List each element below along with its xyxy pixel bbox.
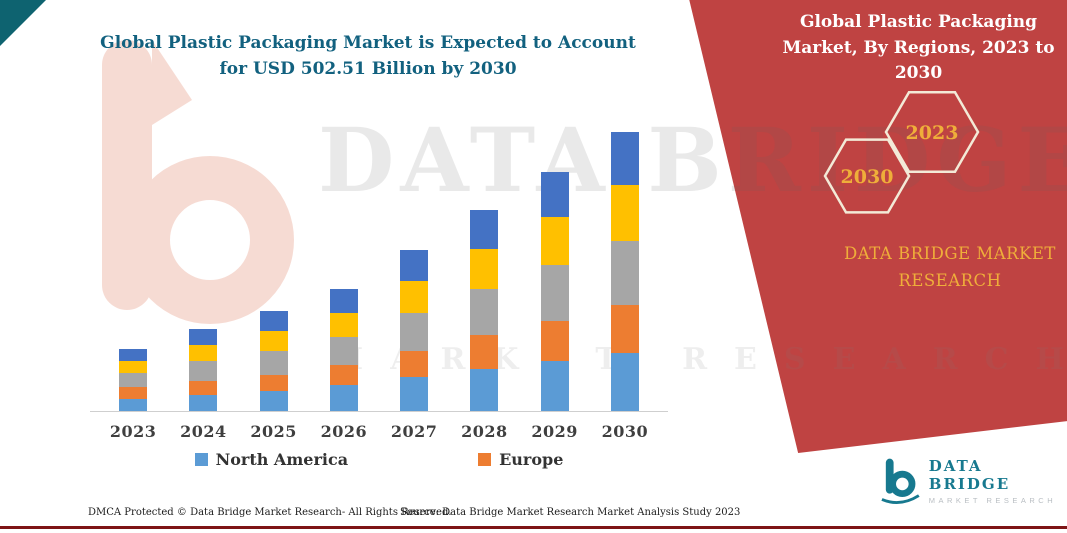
- hexagon-2030-label: 2030: [841, 166, 894, 188]
- x-axis-label: 2029: [531, 422, 578, 441]
- bar-segment: [470, 289, 499, 335]
- stacked-bar-2027: [400, 250, 429, 411]
- stacked-bar-2026: [329, 289, 358, 411]
- x-axis-label: 2024: [180, 422, 227, 441]
- bar-segment: [259, 391, 288, 411]
- bar-segment: [540, 172, 569, 217]
- stacked-bar-2023: [119, 349, 148, 411]
- bar-slot-2029: [520, 172, 590, 411]
- footer-logo: DATA BRIDGE MARKET RESEARCH: [880, 455, 1067, 507]
- bar-slot-2030: [590, 132, 660, 411]
- corner-accent-triangle: [0, 0, 46, 46]
- databridge-b-watermark-icon: [102, 40, 294, 324]
- bar-segment: [400, 313, 429, 351]
- bar-segment: [259, 331, 288, 351]
- chart-plot: [90, 118, 668, 412]
- bar-slot-2024: [168, 329, 238, 411]
- bar-segment: [119, 399, 148, 411]
- bottom-accent-line: [0, 526, 1067, 529]
- watermark-text-line2: MARKET RESEARCH: [330, 342, 1067, 377]
- bar-segment: [329, 385, 358, 411]
- bar-slot-2027: [379, 250, 449, 411]
- legend-swatch: [478, 453, 492, 466]
- bar-slot-2023: [98, 349, 168, 411]
- source-note: Source: Data Bridge Market Research Mark…: [400, 507, 741, 518]
- bar-segment: [119, 349, 148, 361]
- bar-segment: [189, 381, 218, 395]
- bar-segment: [470, 249, 499, 289]
- x-axis-label: 2028: [461, 422, 508, 441]
- bar-segment: [259, 311, 288, 331]
- hexagon-2030-outline: [823, 138, 911, 214]
- bar-segment: [610, 185, 639, 241]
- chart-title: Global Plastic Packaging Market is Expec…: [100, 33, 636, 80]
- bar-segment: [470, 335, 499, 369]
- panel-heading: Global Plastic Packaging Market, By Regi…: [782, 12, 1055, 83]
- bar-segment: [189, 345, 218, 361]
- bar-segment: [189, 395, 218, 411]
- bar-segment: [259, 375, 288, 391]
- x-axis-label: 2025: [250, 422, 297, 441]
- bar-segment: [329, 289, 358, 313]
- databridge-logo-icon: [881, 458, 920, 504]
- x-axis-label: 2026: [320, 422, 368, 441]
- bar-segment: [119, 373, 148, 387]
- legend-label: Europe: [499, 450, 564, 469]
- bar-segment: [400, 250, 429, 281]
- legend-item: North America: [194, 450, 349, 469]
- bar-segment: [189, 329, 218, 345]
- logo-title: DATA BRIDGE: [928, 457, 1011, 493]
- stacked-bar-2025: [259, 311, 288, 411]
- bar-segment: [470, 210, 499, 249]
- bar-segment: [610, 241, 639, 305]
- bar-segment: [400, 351, 429, 377]
- bar-segment: [540, 361, 569, 411]
- x-axis-label: 2027: [390, 422, 438, 441]
- hexagon-2023-outline: [884, 90, 980, 174]
- chart-x-labels: 2023 2024 2025 2026 2027 2028 2029 2030: [90, 422, 668, 441]
- bar-segment: [540, 321, 569, 361]
- x-axis-label: 2030: [601, 422, 649, 441]
- bar-slot-2028: [449, 210, 519, 411]
- bar-segment: [329, 365, 358, 385]
- bar-segment: [610, 132, 639, 185]
- bar-segment: [400, 377, 429, 411]
- bar-segment: [610, 353, 639, 411]
- logo-subtitle: MARKET RESEARCH: [928, 496, 1057, 505]
- legend-swatch: [194, 453, 208, 466]
- bar-segment: [329, 337, 358, 365]
- bar-segment: [540, 217, 569, 265]
- bar-slot-2026: [309, 289, 379, 411]
- brand-text: DATA BRIDGE MARKET RESEARCH: [844, 244, 1056, 291]
- bar-segment: [189, 361, 218, 381]
- chart-legend: North America Europe: [90, 450, 668, 469]
- stacked-bar-2029: [540, 172, 569, 411]
- year-hexagons: 2030 2023: [823, 90, 980, 214]
- bar-segment: [470, 369, 499, 411]
- stacked-bar-2024: [189, 329, 218, 411]
- bar-chart: 2023 2024 2025 2026 2027 2028 2029 2030 North A…: [90, 118, 668, 469]
- dmca-note: DMCA Protected © Data Bridge Market Rese…: [88, 507, 452, 518]
- stacked-bar-2030: [610, 132, 639, 411]
- bar-segment: [610, 305, 639, 353]
- legend-item: Europe: [478, 450, 563, 469]
- bar-segment: [540, 265, 569, 321]
- legend-label: North America: [215, 450, 349, 469]
- hexagon-2023-label: 2023: [906, 122, 959, 144]
- bar-slot-2025: [239, 311, 309, 411]
- bar-segment: [329, 313, 358, 337]
- bar-segment: [400, 281, 429, 313]
- bar-segment: [119, 361, 148, 373]
- bar-segment: [259, 351, 288, 375]
- bar-segment: [119, 387, 148, 399]
- watermark-text-line1: DATA BRIDGE: [318, 108, 1067, 212]
- x-axis-label: 2023: [109, 422, 157, 441]
- stacked-bar-2028: [470, 210, 499, 411]
